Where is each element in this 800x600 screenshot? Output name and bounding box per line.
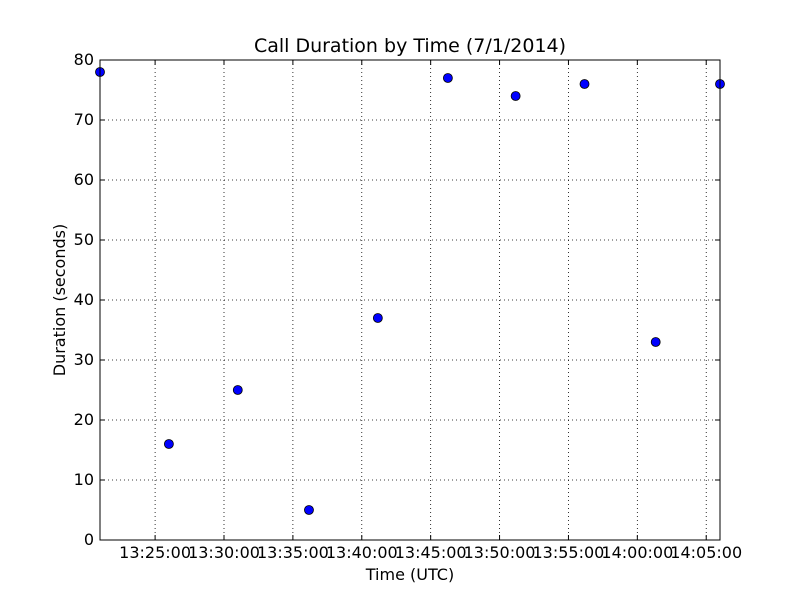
data-point <box>163 439 174 449</box>
data-point <box>650 337 661 347</box>
y-tick-label: 70 <box>74 110 94 129</box>
x-tick-label: 14:05:00 <box>670 543 742 562</box>
x-tick-label: 14:00:00 <box>601 543 673 562</box>
y-tick-label: 50 <box>74 230 94 249</box>
y-tick-label: 80 <box>74 50 94 69</box>
data-point <box>372 313 383 323</box>
chart-title: Call Duration by Time (7/1/2014) <box>254 35 566 57</box>
data-point <box>510 91 521 101</box>
data-point <box>579 79 590 89</box>
data-point <box>442 73 453 83</box>
x-tick-label: 13:35:00 <box>257 543 329 562</box>
data-point <box>232 385 243 395</box>
x-tick-label: 13:55:00 <box>533 543 605 562</box>
x-tick-label: 13:50:00 <box>464 543 536 562</box>
y-tick-label: 20 <box>74 410 94 429</box>
y-tick-label: 30 <box>74 350 94 369</box>
y-tick-label: 60 <box>74 170 94 189</box>
y-tick-label: 10 <box>74 470 94 489</box>
x-tick-label: 13:45:00 <box>395 543 467 562</box>
x-tick-label: 13:40:00 <box>326 543 398 562</box>
data-point <box>304 505 314 515</box>
x-tick-label: 13:25:00 <box>119 543 191 562</box>
y-tick-label: 40 <box>74 290 94 309</box>
y-tick-label: 0 <box>84 530 94 549</box>
x-axis-label: Time (UTC) <box>365 565 454 584</box>
plot-frame <box>99 59 721 541</box>
tick-labels: 13:25:0013:30:0013:35:0013:40:0013:45:00… <box>74 50 743 562</box>
grid-lines <box>100 59 720 541</box>
data-points <box>95 67 725 515</box>
x-tick-label: 13:30:00 <box>188 543 260 562</box>
y-axis-label: Duration (seconds) <box>50 224 69 376</box>
